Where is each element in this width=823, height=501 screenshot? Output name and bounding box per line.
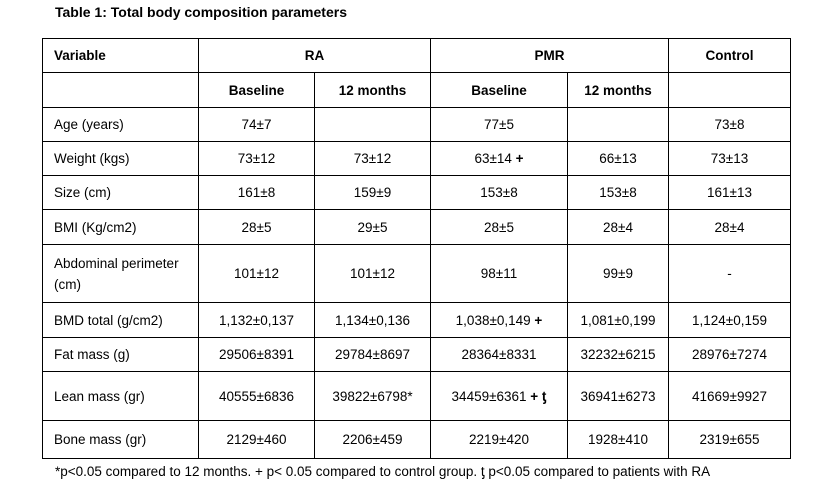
significance-mark: + <box>534 312 543 328</box>
value-cell: 1928±410 <box>567 420 669 459</box>
subheader-cell: Baseline <box>430 72 568 108</box>
variable-cell: Lean mass (gr) <box>42 371 199 421</box>
value-cell: 1,038±0,149 + <box>430 302 568 338</box>
subheader-cell: Baseline <box>198 72 315 108</box>
value-cell: 28±5 <box>198 209 315 245</box>
value-cell: 29±5 <box>314 209 431 245</box>
value-cell: 153±8 <box>567 175 669 210</box>
variable-cell: BMD total (g/cm2) <box>42 302 199 338</box>
value-cell: 74±7 <box>198 107 315 142</box>
value-cell: 40555±6836 <box>198 371 315 421</box>
value-cell: 28±4 <box>567 209 669 245</box>
value-cell: 2219±420 <box>430 420 568 459</box>
value-text: 1,038±0,149 <box>455 312 531 328</box>
value-cell: - <box>668 244 791 303</box>
data-row: BMD total (g/cm2) 1,132±0,137 1,134±0,136 1… <box>42 302 791 338</box>
value-text: 34459±6361 <box>451 388 527 404</box>
value-cell: 77±5 <box>430 107 568 142</box>
value-cell: 1,132±0,137 <box>198 302 315 338</box>
value-cell: 66±13 <box>567 141 669 176</box>
variable-cell: Age (years) <box>42 107 199 142</box>
table-title: Table 1: Total body composition paramete… <box>55 4 347 20</box>
subheader-cell <box>42 72 199 108</box>
subheader-cell: 12 months <box>567 72 669 108</box>
value-cell: 1,134±0,136 <box>314 302 431 338</box>
header-cell: Control <box>668 38 791 73</box>
variable-cell: BMI (Kg/cm2) <box>42 209 199 245</box>
data-row: BMI (Kg/cm2) 28±5 29±5 28±5 28±4 28±4 <box>42 209 791 245</box>
significance-mark: + <box>515 151 524 166</box>
data-row: Fat mass (g) 29506±8391 29784±8697 28364±83… <box>42 337 791 372</box>
header-cell: PMR <box>430 38 669 73</box>
value-cell: 36941±6273 <box>567 371 669 421</box>
value-cell: 2319±655 <box>668 420 791 459</box>
header-row: Variable RA PMR Control <box>42 38 791 73</box>
value-cell: 73±12 <box>314 141 431 176</box>
subheader-cell <box>668 72 791 108</box>
variable-cell: Bone mass (gr) <box>42 420 199 459</box>
value-cell: 161±13 <box>668 175 791 210</box>
value-cell: 41669±9927 <box>668 371 791 421</box>
value-cell: 101±12 <box>314 244 431 303</box>
value-cell: 73±8 <box>668 107 791 142</box>
value-cell: 99±9 <box>567 244 669 303</box>
value-cell: 28±4 <box>668 209 791 245</box>
data-row: Abdominal perimeter (cm) 101±12 101±12 98±1… <box>42 244 791 303</box>
value-cell: 39822±6798* <box>314 371 431 421</box>
variable-cell: Size (cm) <box>42 175 199 210</box>
value-cell <box>314 107 431 142</box>
header-cell: RA <box>198 38 431 73</box>
value-cell: 32232±6215 <box>567 337 669 372</box>
data-row: Size (cm) 161±8 159±9 153±8 153±8 161±13 <box>42 175 791 210</box>
value-cell: 29784±8697 <box>314 337 431 372</box>
variable-cell: Abdominal perimeter (cm) <box>42 244 199 303</box>
value-cell: 161±8 <box>198 175 315 210</box>
value-cell: 29506±8391 <box>198 337 315 372</box>
value-text: 63±14 <box>474 151 512 166</box>
table: Variable RA PMR Control Baseline 12 month… <box>42 38 791 459</box>
value-cell: 2206±459 <box>314 420 431 459</box>
data-row: Age (years) 74±7 77±5 73±8 <box>42 107 791 142</box>
value-cell: 28±5 <box>430 209 568 245</box>
value-cell: 28364±8331 <box>430 337 568 372</box>
value-cell: 63±14 + <box>430 141 568 176</box>
subheader-row: Baseline 12 months Baseline 12 months <box>42 72 791 108</box>
data-row: Weight (kgs) 73±12 73±12 63±14 +66±13 73±13 <box>42 141 791 176</box>
value-cell: 2129±460 <box>198 420 315 459</box>
data-row: Bone mass (gr) 2129±460 2206±459 2219±420 19… <box>42 420 791 459</box>
subheader-cell: 12 months <box>314 72 431 108</box>
value-cell: 159±9 <box>314 175 431 210</box>
value-cell: 1,124±0,159 <box>668 302 791 338</box>
value-cell: 101±12 <box>198 244 315 303</box>
variable-cell: Fat mass (g) <box>42 337 199 372</box>
variable-cell: Weight (kgs) <box>42 141 199 176</box>
value-cell: 28976±7274 <box>668 337 791 372</box>
value-cell: 73±13 <box>668 141 791 176</box>
header-cell: Variable <box>42 38 199 73</box>
value-cell: 1,081±0,199 <box>567 302 669 338</box>
significance-mark: + ƫ <box>530 388 547 404</box>
value-cell <box>567 107 669 142</box>
value-cell: 34459±6361 + ƫ <box>430 371 568 421</box>
footnote: *p<0.05 compared to 12 months. + p< 0.05… <box>55 464 711 479</box>
value-cell: 153±8 <box>430 175 568 210</box>
value-cell: 98±11 <box>430 244 568 303</box>
data-row: Lean mass (gr) 40555±6836 39822±6798* 34459… <box>42 371 791 421</box>
value-cell: 73±12 <box>198 141 315 176</box>
